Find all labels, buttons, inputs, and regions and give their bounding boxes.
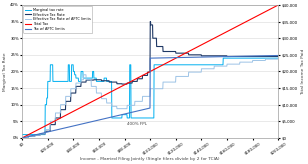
Line: Marginal tax rate: Marginal tax rate: [22, 58, 278, 135]
Tax w/ APTC limits: [220, 56, 224, 58]
Effective Tax Rate: [247, 55, 251, 57]
Marginal tax rate: [264, 57, 268, 59]
Effective Tax Rate w/ APTC limits: [264, 58, 267, 60]
Effective Tax Rate w/ APTC limits: [72, 88, 76, 90]
Effective Tax Rate: [229, 55, 233, 57]
Total Tax: [220, 33, 224, 35]
Tax w/ APTC limits: [277, 54, 280, 56]
Tax w/ APTC limits: [247, 55, 250, 57]
Line: Effective Tax Rate: Effective Tax Rate: [22, 22, 278, 138]
Y-axis label: Total Income Tax Paid: Total Income Tax Paid: [301, 48, 305, 95]
Effective Tax Rate: [277, 55, 280, 57]
Effective Tax Rate w/ APTC limits: [277, 58, 280, 60]
Total Tax: [20, 137, 24, 139]
Total Tax: [264, 10, 268, 12]
Marginal tax rate: [72, 71, 76, 72]
Marginal tax rate: [277, 57, 280, 59]
Effective Tax Rate w/ APTC limits: [220, 65, 224, 67]
Marginal tax rate: [220, 64, 224, 66]
Y-axis label: Marginal Tax Rate: Marginal Tax Rate: [3, 52, 7, 91]
Total Tax: [247, 19, 250, 21]
Effective Tax Rate: [36, 134, 40, 136]
Effective Tax Rate w/ APTC limits: [20, 137, 24, 139]
Marginal tax rate: [247, 57, 251, 59]
Effective Tax Rate w/ APTC limits: [229, 63, 233, 65]
Effective Tax Rate: [72, 92, 76, 94]
Tax w/ APTC limits: [72, 125, 76, 127]
Total Tax: [229, 28, 233, 30]
Total Tax: [277, 4, 280, 6]
Marginal tax rate: [36, 134, 40, 136]
Line: Tax w/ APTC limits: Tax w/ APTC limits: [22, 55, 278, 138]
Tax w/ APTC limits: [36, 133, 40, 135]
Line: Total Tax: Total Tax: [22, 5, 278, 138]
Text: 400% FPL: 400% FPL: [127, 122, 147, 126]
X-axis label: Income - Married Filing Jointly (Single filers divide by 2 for TCIA): Income - Married Filing Jointly (Single …: [80, 156, 220, 161]
Tax w/ APTC limits: [229, 55, 233, 57]
Marginal tax rate: [221, 57, 225, 59]
Effective Tax Rate: [220, 55, 224, 57]
Effective Tax Rate w/ APTC limits: [36, 134, 40, 136]
Legend: Marginal tax rate, Effective Tax Rate, Effective Tax Rate w/ APTC limits, Total : Marginal tax rate, Effective Tax Rate, E…: [23, 6, 92, 33]
Total Tax: [72, 110, 76, 112]
Marginal tax rate: [20, 134, 24, 136]
Total Tax: [36, 129, 40, 131]
Marginal tax rate: [229, 57, 233, 59]
Tax w/ APTC limits: [264, 55, 268, 57]
Effective Tax Rate: [264, 55, 268, 57]
Effective Tax Rate: [148, 21, 152, 23]
Tax w/ APTC limits: [20, 137, 24, 139]
Effective Tax Rate w/ APTC limits: [247, 61, 250, 63]
Effective Tax Rate w/ APTC limits: [264, 58, 268, 60]
Line: Effective Tax Rate w/ APTC limits: Effective Tax Rate w/ APTC limits: [22, 59, 278, 138]
Effective Tax Rate: [20, 137, 24, 139]
